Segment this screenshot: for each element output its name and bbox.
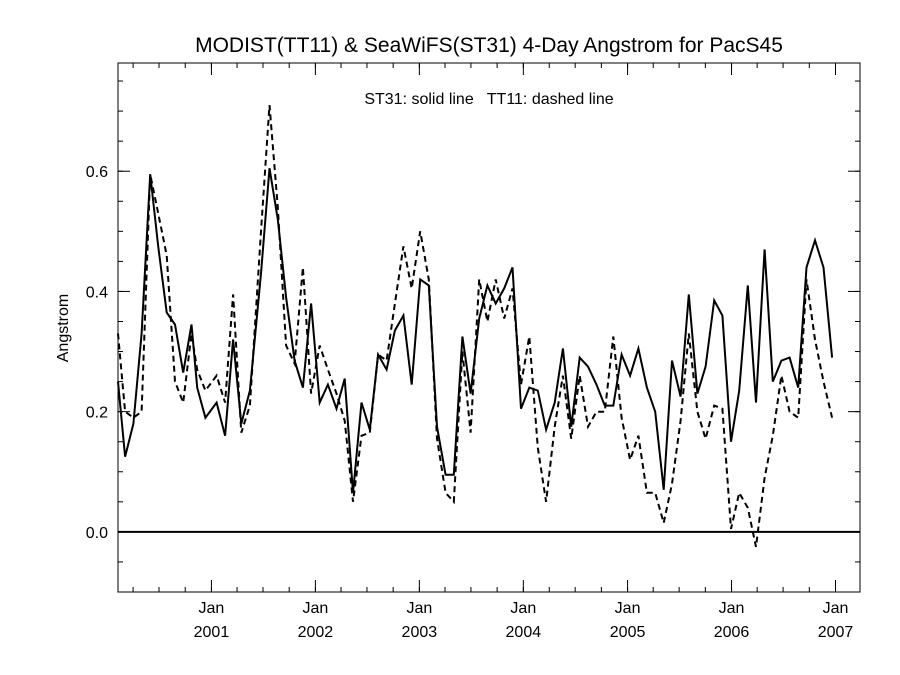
series-lines <box>117 105 834 548</box>
y-axis-label: Angstrom <box>55 294 72 362</box>
y-tick-label: 0.6 <box>86 164 108 181</box>
x-tick-label-month: Jan <box>615 600 641 617</box>
y-tick-label: 0.4 <box>86 284 108 301</box>
x-tick-label-year: 2002 <box>298 624 334 641</box>
x-tick-label-year: 2004 <box>506 624 542 641</box>
x-axis: Jan 2001 Jan 2002 Jan 2003 Jan 2004 Jan 2005 Jan 20… <box>194 63 854 641</box>
x-tick-label-month: Jan <box>406 600 432 617</box>
x-tick-label-month: Jan <box>510 600 536 617</box>
x-tick-label-year: 2005 <box>610 624 646 641</box>
x-tick-label-year: 2006 <box>714 624 750 641</box>
plot-frame <box>117 62 861 593</box>
x-tick-label-year: 2001 <box>194 624 230 641</box>
x-tick-label-month: Jan <box>823 600 849 617</box>
y-tick-label: 0.0 <box>86 525 108 542</box>
series-line-tt11 <box>117 105 834 548</box>
series-line-st31 <box>117 168 834 493</box>
x-tick-label-year: 2003 <box>402 624 438 641</box>
y-tick-label: 0.2 <box>86 405 108 422</box>
x-tick-label-month: Jan <box>199 600 225 617</box>
chart-title: MODIST(TT11) & SeaWiFS(ST31) 4-Day Angst… <box>195 34 783 57</box>
x-tick-label-year: 2007 <box>818 624 854 641</box>
x-tick-label-month: Jan <box>302 600 328 617</box>
legend-text: ST31: solid line TT11: dashed line <box>364 91 613 108</box>
x-tick-label-month: Jan <box>719 600 745 617</box>
y-axis: 0.0 0.2 0.4 0.6 <box>86 164 860 542</box>
